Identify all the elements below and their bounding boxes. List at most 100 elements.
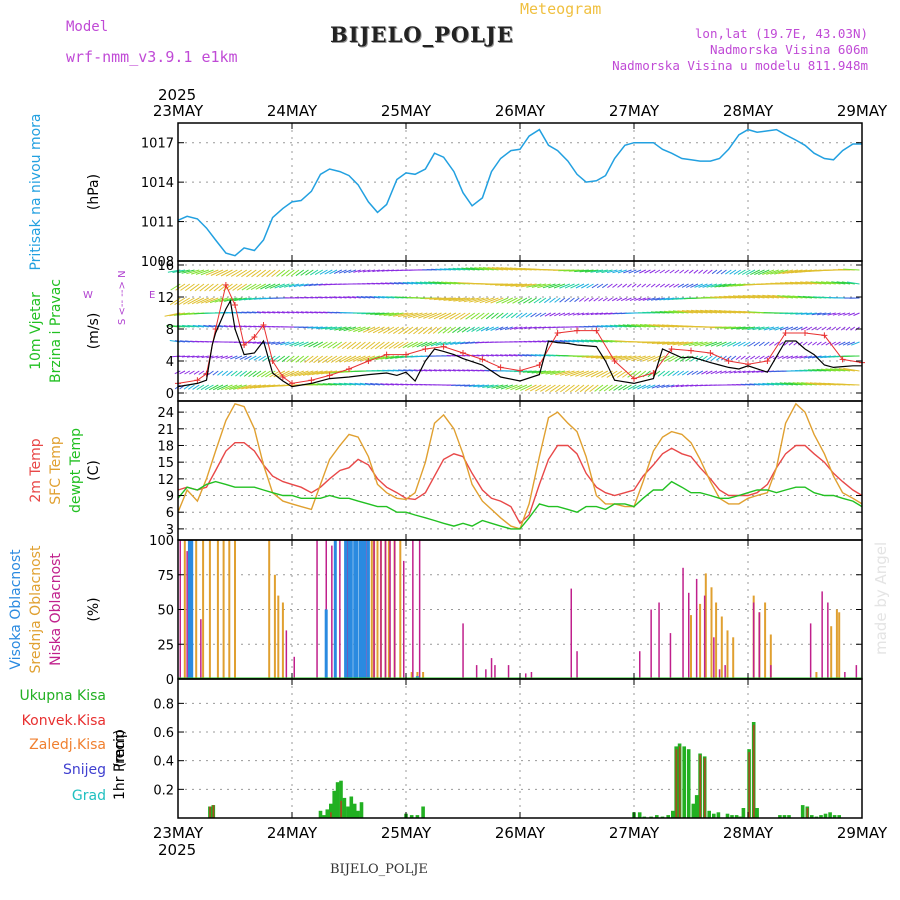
precip-conv-bar [340, 800, 342, 818]
wind-arrow [611, 297, 618, 302]
wind-arrow [290, 269, 300, 277]
wind-arrow [471, 354, 480, 357]
wind-arrow [200, 384, 210, 391]
wind-arrow [246, 311, 257, 314]
wind-arrow [568, 269, 585, 272]
wind-arrow [465, 267, 480, 271]
wind-arrow [339, 355, 352, 363]
wind-arrow [843, 312, 851, 316]
wind-arrow [592, 325, 604, 328]
wind-arrow [310, 296, 319, 299]
wind-arrow [758, 383, 770, 386]
wind-arrow [700, 309, 718, 314]
cloud-bar [331, 545, 333, 679]
wind-arrow [357, 269, 366, 273]
wind-arrow [333, 296, 342, 299]
wind-arrow [192, 384, 200, 390]
wind-arrow [822, 312, 832, 316]
wind-arrow [246, 269, 257, 278]
wind-arrow [212, 370, 219, 376]
wind-arrow [607, 297, 613, 302]
wind-arrow [613, 384, 623, 391]
wind-arrow [500, 354, 509, 357]
wind-arrow [718, 296, 737, 299]
wind-arrow [504, 354, 513, 357]
wind-arrow [209, 297, 224, 304]
wind-arrow [705, 341, 718, 347]
bottom-day-label: 28MAY [723, 824, 774, 842]
wind-arrow [705, 355, 713, 361]
wind-arrow [307, 370, 323, 376]
wind-arrow [346, 341, 357, 350]
wind-arrow [239, 370, 248, 377]
wind-arrow [450, 341, 461, 345]
precip-total-bar [712, 813, 716, 818]
wind-arrow [506, 297, 518, 304]
wind-arrow [513, 354, 523, 357]
watermark: made by Angel [872, 542, 890, 655]
cloud-bar [507, 665, 510, 679]
wind-arrow [722, 283, 737, 288]
wind-arrow [672, 370, 680, 377]
wind-arrow [748, 341, 756, 347]
wind-arrow [230, 355, 238, 360]
panel-label-clouds-1: Srednja Oblacnost [28, 545, 44, 673]
panel-frame-precip [177, 678, 863, 819]
wind-arrow [570, 283, 580, 289]
wind-arrow [729, 269, 737, 275]
wind-arrow [646, 297, 656, 301]
wind-arrow [807, 369, 822, 372]
wind-arrow [442, 326, 452, 334]
wind-arrow [752, 326, 765, 331]
top-day-label: 26MAY [495, 102, 546, 120]
wind-arrow [208, 283, 219, 292]
cloud-bar [690, 615, 692, 679]
wind-arrow [741, 269, 751, 275]
wind-arrow [832, 312, 841, 316]
wind-arrow [651, 384, 661, 389]
wind-arrow [432, 281, 447, 285]
wind-arrow [485, 312, 495, 320]
wind-arrow [490, 326, 499, 331]
temp-line-2 [177, 480, 863, 530]
wind-arrow [384, 341, 395, 350]
bottom-day-label: 23MAY [153, 824, 204, 842]
wind-arrow [816, 368, 832, 372]
cloud-bar [769, 634, 772, 679]
gust-marker [668, 346, 675, 352]
wind-arrow [294, 370, 309, 377]
wind-arrow [716, 269, 723, 275]
wind-arrow [322, 355, 333, 364]
wind-arrow [834, 341, 841, 346]
bottom-day-label: 25MAY [381, 824, 432, 842]
wind-arrow [599, 384, 609, 392]
wind-arrow [300, 269, 309, 276]
wind-arrow [603, 312, 613, 315]
wind-arrow [277, 311, 285, 314]
cloud-bar [530, 672, 533, 679]
top-day-label: 25MAY [381, 102, 432, 120]
pressure-line [177, 128, 862, 257]
wind-arrow [816, 341, 822, 346]
wind-arrow [627, 370, 637, 378]
wind-arrow [564, 370, 580, 377]
wind-arrow [319, 269, 328, 275]
wind-arrow [308, 283, 319, 287]
wind-arrow [343, 382, 357, 386]
wind-arrow [762, 294, 779, 299]
wind-arrow [834, 368, 851, 372]
wind-arrow [744, 383, 756, 386]
wind-arrow [416, 341, 428, 348]
wind-arrow [475, 312, 485, 320]
wind-arrow [778, 341, 784, 346]
wind-arrow [360, 296, 371, 299]
wind-arrow [850, 326, 856, 331]
cloud-bar [724, 665, 726, 679]
wind-arrow [407, 312, 423, 318]
wind-arrow [293, 283, 304, 288]
wind-arrow [326, 355, 338, 364]
wind-arrow [223, 325, 233, 328]
wind-arrow [616, 370, 628, 378]
wind-arrow [305, 269, 314, 276]
wind-arrow [584, 384, 594, 393]
